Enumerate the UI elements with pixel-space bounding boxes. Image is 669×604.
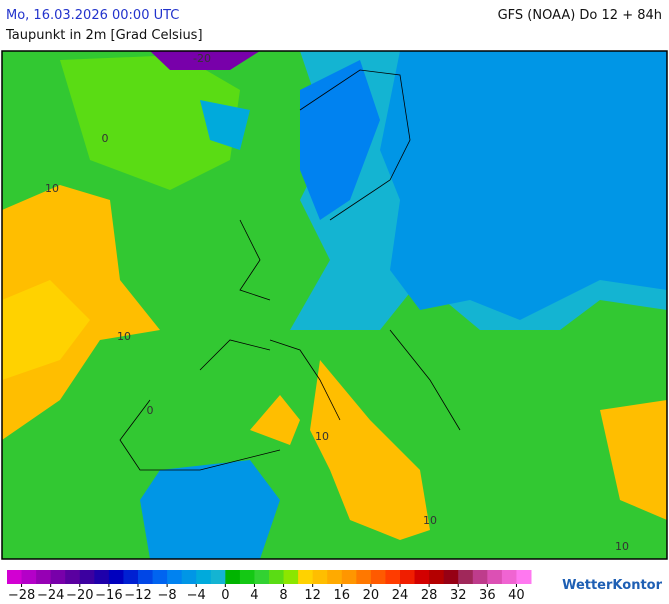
color-swatch (36, 570, 52, 584)
color-swatch (429, 570, 445, 584)
color-swatch (298, 570, 314, 584)
legend-tick-label: 12 (304, 588, 321, 600)
color-swatch (341, 570, 357, 584)
color-swatch (516, 570, 532, 584)
color-swatch (196, 570, 212, 584)
color-swatch (181, 570, 197, 584)
contour-label: 10 (117, 330, 131, 343)
color-swatch (356, 570, 372, 584)
color-swatch (7, 570, 23, 584)
legend-tick-label: 24 (392, 588, 409, 600)
contour-label: 0 (147, 404, 154, 417)
legend-tick-label: 28 (421, 588, 438, 600)
color-swatch (501, 570, 517, 584)
color-swatch (443, 570, 459, 584)
color-swatch (312, 570, 328, 584)
legend-tick-label: −24 (37, 588, 64, 600)
color-swatch (152, 570, 168, 584)
color-swatch (65, 570, 81, 584)
map (1, 50, 668, 560)
valid-time: Mo, 16.03.2026 00:00 UTC (6, 8, 179, 23)
parameter: Taupunkt in 2m [Grad Celsius] (5, 28, 203, 43)
color-swatch (123, 570, 139, 584)
color-swatch (283, 570, 299, 584)
legend-tick-label: 8 (279, 588, 287, 600)
color-swatch (458, 570, 474, 584)
contour-label: 10 (615, 540, 629, 553)
color-swatch (400, 570, 416, 584)
legend-tick-label: −8 (158, 588, 177, 600)
legend-tick-label: −12 (124, 588, 151, 600)
color-swatch (225, 570, 241, 584)
color-swatch (370, 570, 386, 584)
color-swatch (210, 570, 226, 584)
color-swatch (21, 570, 37, 584)
contour-label: 0 (102, 132, 109, 145)
color-swatch (254, 570, 270, 584)
legend: −28 −24 −20 −16 −12 −8 −4 0 4 8 12 16 20 24 28 32 36 40 (7, 570, 532, 603)
color-swatch (94, 570, 110, 584)
color-swatch (414, 570, 430, 584)
legend-tick-label: 0 (221, 588, 229, 600)
legend-tick-label: 20 (363, 588, 380, 600)
legend-tick-label: 36 (479, 588, 496, 600)
color-swatch (385, 570, 401, 584)
brand: WetterKontor (562, 578, 663, 593)
model-run: GFS (NOAA) Do 12 + 84h (498, 8, 662, 23)
contour-label: 10 (315, 430, 329, 443)
legend-tick-label: −4 (187, 588, 206, 600)
color-swatch (239, 570, 255, 584)
color-swatch (79, 570, 95, 584)
contour-label: 10 (423, 514, 437, 527)
color-swatch (327, 570, 343, 584)
legend-tick-label: −20 (66, 588, 93, 600)
legend-tick-label: 40 (508, 588, 525, 600)
color-swatch (472, 570, 488, 584)
legend-tick-label: −16 (95, 588, 122, 600)
color-swatch (50, 570, 66, 584)
color-swatch (108, 570, 124, 584)
legend-tick-label: −28 (8, 588, 35, 600)
legend-tick-label: 4 (250, 588, 258, 600)
legend-tick-label: 32 (450, 588, 467, 600)
legend-tick-label: 16 (334, 588, 351, 600)
contour-label: -20 (193, 52, 211, 65)
color-swatch (269, 570, 285, 584)
color-swatch (167, 570, 183, 584)
color-swatch (138, 570, 154, 584)
color-swatch (487, 570, 503, 584)
contour-label: 10 (45, 182, 59, 195)
